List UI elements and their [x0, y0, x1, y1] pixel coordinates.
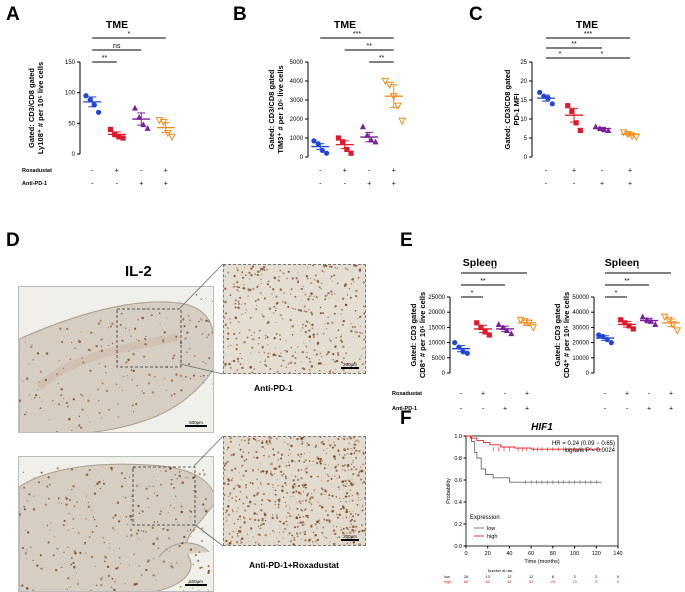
x-tick-label: 100: [570, 551, 579, 557]
risk-row-label: high: [444, 580, 451, 584]
x-tick-label: 120: [592, 551, 601, 557]
risk-value: 68: [464, 580, 468, 584]
chart-title: HIF1: [531, 422, 553, 433]
x-tick-label: 0: [464, 551, 467, 557]
y-tick-label: 0.6: [454, 478, 462, 484]
risk-value: 60: [486, 580, 490, 584]
risk-value: 5: [595, 580, 597, 584]
y-tick-label: 0.0: [454, 544, 462, 550]
risk-value: 56: [507, 580, 511, 584]
risk-value: 29: [551, 580, 555, 584]
x-tick-label: 60: [528, 551, 534, 557]
y-tick-label: 0.2: [454, 522, 462, 528]
x-tick-label: 80: [550, 551, 556, 557]
x-axis-label: Time (months): [524, 559, 559, 565]
risk-value: 26: [464, 575, 468, 579]
y-tick-label: 1.0: [454, 434, 462, 440]
risk-row-label: low: [444, 575, 450, 579]
x-tick-label: 20: [485, 551, 491, 557]
stain-dot: [90, 590, 92, 592]
risk-value: 13: [486, 575, 490, 579]
legend-title: Expression: [470, 515, 500, 521]
risk-value: 12: [529, 575, 533, 579]
risk-value: 0: [617, 580, 619, 584]
risk-value: 13: [572, 580, 576, 584]
x-tick-label: 140: [613, 551, 622, 557]
legend-label: high: [487, 534, 497, 540]
logrank-text: logrank P = 0.0024: [565, 448, 616, 454]
risk-table-title: Number at risk: [488, 569, 513, 573]
y-tick-label: 0.4: [454, 500, 462, 506]
risk-value: 50: [529, 580, 533, 584]
risk-value: 3: [574, 575, 576, 579]
legend-label: low: [487, 526, 495, 532]
hazard-ratio-text: HR = 0.24 (0.09 − 0.65): [552, 441, 615, 447]
risk-value: 12: [507, 575, 511, 579]
risk-value: 0: [617, 575, 619, 579]
risk-value: 8: [552, 575, 554, 579]
risk-value: 2: [595, 575, 597, 579]
y-axis-label: Probability: [446, 478, 452, 504]
x-tick-label: 40: [506, 551, 512, 557]
y-tick-label: 0.8: [454, 456, 462, 462]
